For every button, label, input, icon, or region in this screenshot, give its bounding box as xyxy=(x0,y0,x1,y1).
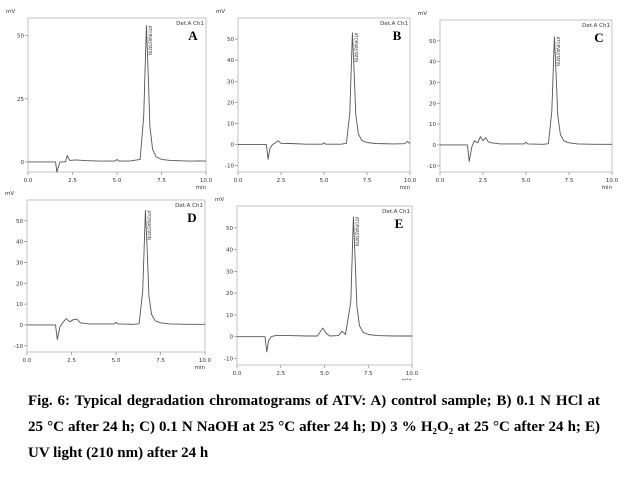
x-tick-label: 7.5 xyxy=(364,371,373,377)
y-tick-label: 30 xyxy=(227,79,234,85)
y-tick-label: 50 xyxy=(227,37,234,43)
chromatogram-trace xyxy=(27,209,205,340)
channel-label: Det.A Ch1 xyxy=(582,23,610,29)
y-tick-label: 0 xyxy=(433,143,437,149)
x-tick-label: 0.0 xyxy=(23,358,32,364)
x-tick-label: 5.0 xyxy=(522,178,531,184)
x-unit-label: min xyxy=(196,185,207,191)
y-tick-label: -10 xyxy=(14,344,23,350)
peak-label: ATORVASTATIN xyxy=(354,217,359,247)
channel-label: Det.A Ch1 xyxy=(175,203,203,209)
chromatogram-panel-D: -10 0 10 20 30 40 50 0.0 2.5 5.0 7.5 10.0 mV min Det.A… xyxy=(5,191,212,371)
y-tick-label: 30 xyxy=(226,269,233,275)
y-tick-label: 10 xyxy=(16,302,23,308)
y-tick-label: 40 xyxy=(16,240,23,246)
x-tick-label: 2.5 xyxy=(68,178,77,184)
y-unit-label: mV xyxy=(215,197,224,203)
chromatogram-panel-C: -10 0 10 20 30 40 50 0.0 2.5 5.0 7.5 10.0 mV min Det.A… xyxy=(418,11,619,191)
channel-label: Det.A Ch1 xyxy=(382,209,410,215)
chromatogram-panel-A: 0 25 50 0.0 2.5 5.0 7.5 10.0 mV min Det.A Ch1 ATORV… xyxy=(6,9,213,191)
x-tick-label: 7.5 xyxy=(157,178,166,184)
x-tick-label: 0.0 xyxy=(233,371,242,377)
y-tick-label: 10 xyxy=(429,122,436,128)
y-tick-label: 20 xyxy=(16,281,23,287)
x-tick-label: 2.5 xyxy=(479,178,488,184)
x-tick-label: 10.0 xyxy=(404,178,417,184)
y-tick-label: 0 xyxy=(231,143,235,149)
y-tick-label: 20 xyxy=(227,100,234,106)
chromatogram-panel-E: -10 0 10 20 30 40 50 0.0 2.5 5.0 7.5 10.0 mV min Det.A… xyxy=(215,197,419,380)
y-tick-label: -10 xyxy=(224,356,233,362)
y-tick-label: 50 xyxy=(17,34,24,40)
x-tick-label: 10.0 xyxy=(406,371,419,377)
x-unit-label: min xyxy=(195,365,206,371)
panel-letter: C xyxy=(594,30,603,45)
plot-frame xyxy=(27,17,207,173)
y-tick-label: -10 xyxy=(427,164,436,170)
x-tick-label: 5.0 xyxy=(320,371,329,377)
x-tick-label: 7.5 xyxy=(565,178,574,184)
y-tick-label: 50 xyxy=(226,226,233,232)
x-unit-label: min xyxy=(402,378,413,380)
channel-label: Det.A Ch1 xyxy=(380,21,408,27)
x-tick-label: 2.5 xyxy=(277,178,286,184)
chromatogram-trace xyxy=(238,32,411,160)
peak-label: ATORVASTATIN xyxy=(146,210,151,240)
y-tick-label: 40 xyxy=(429,60,436,66)
y-tick-label: 0 xyxy=(230,335,234,341)
y-tick-label: 0 xyxy=(21,160,25,166)
chromatogram-trace xyxy=(237,216,412,353)
x-tick-label: 5.0 xyxy=(320,178,329,184)
x-tick-label: 2.5 xyxy=(276,371,285,377)
panel-letter: B xyxy=(393,28,402,43)
y-tick-label: 10 xyxy=(227,121,234,127)
plot-frame xyxy=(236,205,413,366)
x-tick-label: 2.5 xyxy=(67,358,76,364)
y-unit-label: mV xyxy=(418,11,427,17)
y-tick-label: 40 xyxy=(227,58,234,64)
x-tick-label: 5.0 xyxy=(113,178,122,184)
y-tick-label: -10 xyxy=(225,164,234,170)
y-tick-label: 50 xyxy=(429,39,436,45)
plot-frame xyxy=(439,19,613,173)
peak-label: ATORVASTATIN xyxy=(555,37,560,67)
y-tick-label: 30 xyxy=(16,260,23,266)
peak-label: ATORVASTATIN xyxy=(147,26,152,56)
channel-label: Det.A Ch1 xyxy=(176,21,204,27)
plot-frame xyxy=(237,17,411,173)
x-tick-label: 0.0 xyxy=(234,178,243,184)
x-unit-label: min xyxy=(602,185,613,191)
chromatogram-trace xyxy=(440,36,612,163)
y-tick-label: 30 xyxy=(429,80,436,86)
x-tick-label: 0.0 xyxy=(24,178,33,184)
chromatogram-panel-B: -10 0 10 20 30 40 50 0.0 2.5 5.0 7.5 10.0 mV min Det.A… xyxy=(216,9,417,191)
y-tick-label: 40 xyxy=(226,248,233,254)
x-tick-label: 10.0 xyxy=(199,358,212,364)
panel-letter: A xyxy=(188,28,198,43)
x-unit-label: min xyxy=(400,185,411,191)
peak-label: ATORVASTATIN xyxy=(353,33,358,63)
figure-caption: Fig. 6: Typical degradation chromatogram… xyxy=(28,393,600,461)
panel-letter: D xyxy=(187,210,196,225)
plot-frame xyxy=(26,199,206,353)
x-tick-label: 0.0 xyxy=(436,178,445,184)
y-tick-label: 20 xyxy=(429,101,436,107)
y-tick-label: 10 xyxy=(226,313,233,319)
chromatogram-figure: 0 25 50 0.0 2.5 5.0 7.5 10.0 mV min Det.A Ch1 ATORV… xyxy=(5,9,619,380)
chromatogram-trace xyxy=(28,25,207,173)
y-unit-label: mV xyxy=(216,9,225,15)
y-tick-label: 25 xyxy=(17,97,24,103)
x-tick-label: 10.0 xyxy=(200,178,213,184)
x-tick-label: 7.5 xyxy=(156,358,165,364)
y-tick-label: 20 xyxy=(226,291,233,297)
y-unit-label: mV xyxy=(5,191,14,197)
y-unit-label: mV xyxy=(6,9,15,15)
x-tick-label: 10.0 xyxy=(606,178,619,184)
y-tick-label: 0 xyxy=(20,323,24,329)
y-tick-label: 50 xyxy=(16,219,23,225)
x-tick-label: 7.5 xyxy=(363,178,372,184)
x-tick-label: 5.0 xyxy=(112,358,121,364)
panel-letter: E xyxy=(395,216,404,231)
